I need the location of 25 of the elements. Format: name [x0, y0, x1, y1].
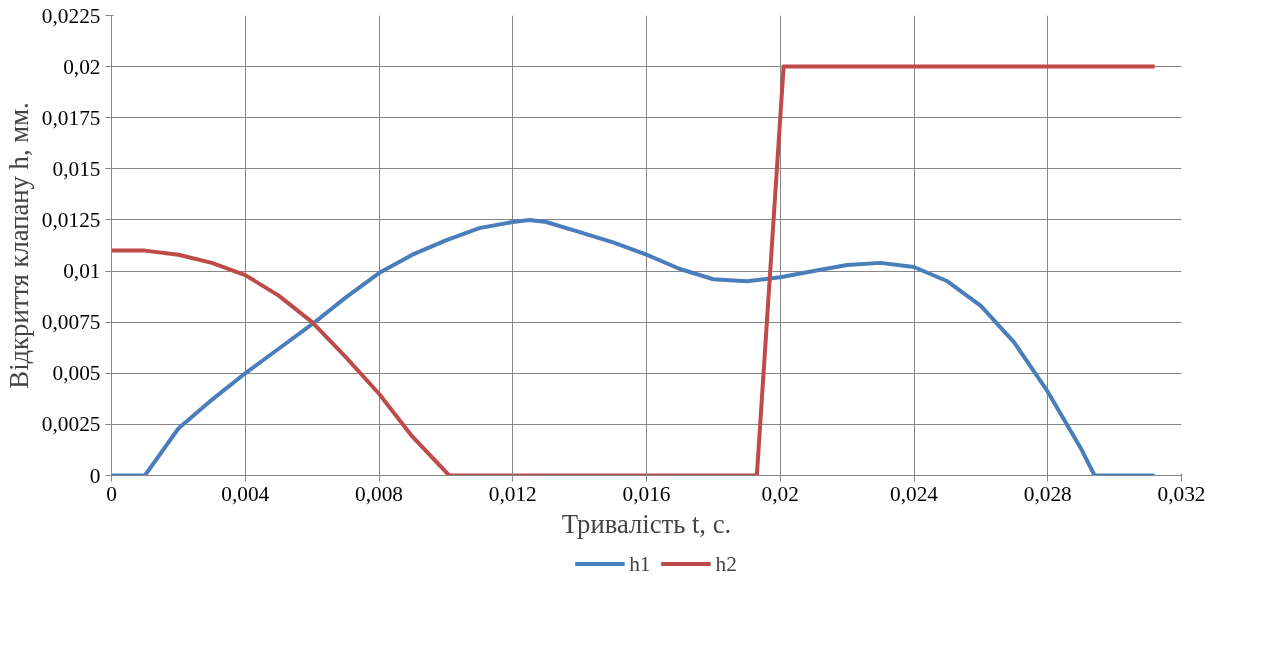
y-tick-label: 0,01 — [63, 259, 101, 284]
x-tick-label: 0,012 — [488, 481, 537, 506]
y-tick-label: 0 — [89, 463, 101, 488]
y-tick-label: 0,02 — [63, 54, 101, 79]
legend-label: h2 — [715, 551, 737, 576]
x-axis-title: Тривалість t, с. — [561, 508, 732, 539]
x-tick-label: 0,028 — [1023, 481, 1072, 506]
x-tick-label: 0,016 — [622, 481, 671, 506]
y-axis-title: Відкриття клапану h, мм. — [3, 102, 34, 389]
y-tick-label: 0,0125 — [41, 207, 101, 232]
y-tick-label: 0,015 — [52, 156, 101, 181]
x-tick-label: 0,032 — [1157, 481, 1206, 506]
x-tick-label: 0,02 — [761, 481, 799, 506]
x-tick-label: 0,008 — [355, 481, 404, 506]
x-tick-label: 0,004 — [221, 481, 270, 506]
y-tick-label: 0,0075 — [41, 310, 101, 335]
legend-label: h1 — [629, 551, 651, 576]
x-tick-label: 0 — [106, 481, 117, 506]
line-series — [111, 64, 1157, 476]
y-tick-label: 0,0025 — [41, 412, 101, 437]
y-tick-label: 0,005 — [52, 361, 101, 386]
line-series — [111, 217, 1157, 476]
y-tick-label: 0,0225 — [41, 3, 101, 28]
y-tick-label: 0,0175 — [41, 105, 101, 130]
x-tick-label: 0,024 — [890, 481, 939, 506]
